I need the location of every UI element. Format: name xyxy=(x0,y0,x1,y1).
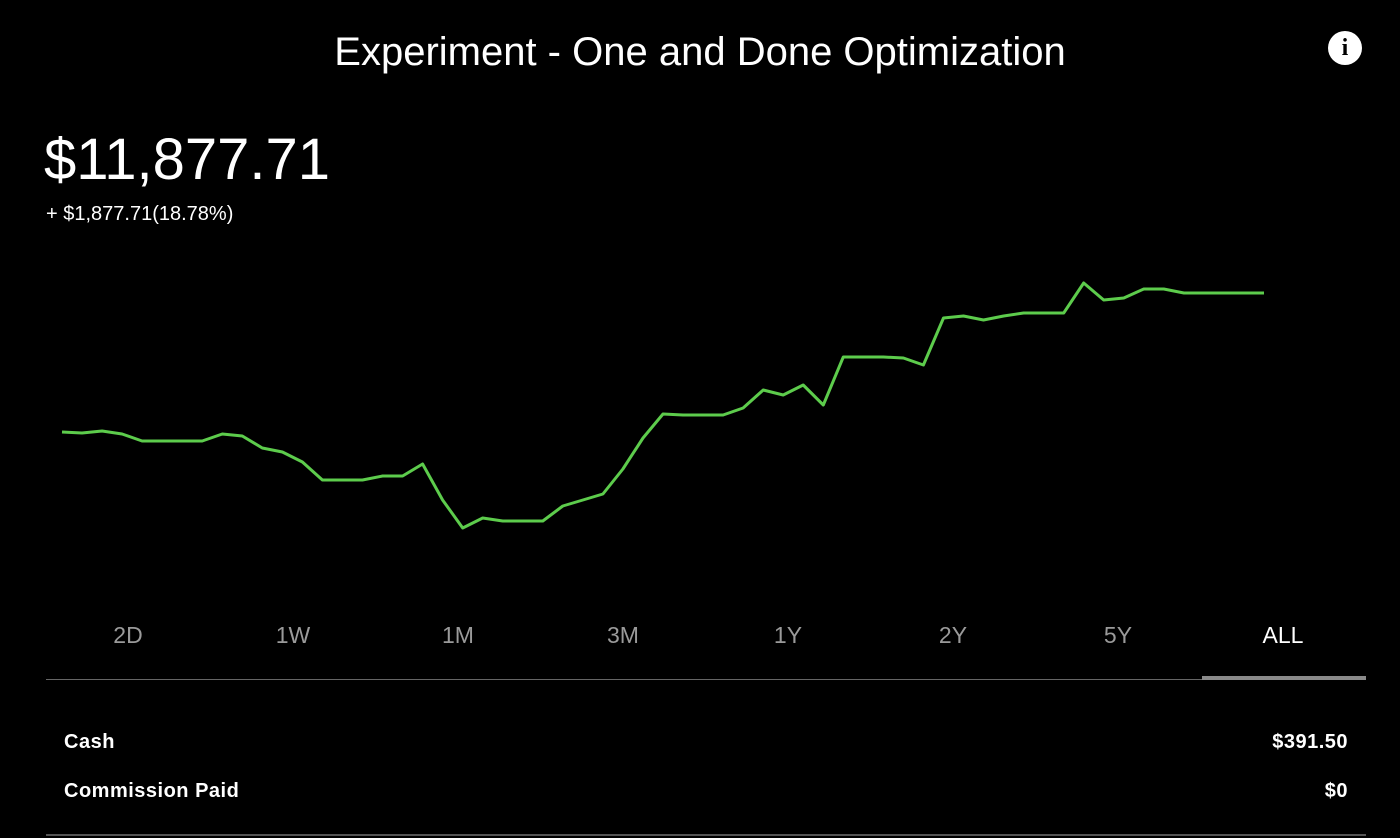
range-tab[interactable]: ALL xyxy=(1262,622,1304,648)
info-button[interactable]: i xyxy=(1328,31,1362,65)
change: + $1,877.71(18.78%) xyxy=(46,203,234,225)
balance: $11,877.71 xyxy=(44,127,330,192)
range-tab[interactable]: 1W xyxy=(275,622,311,648)
selected-indicator xyxy=(1202,676,1366,680)
row-label: Cash xyxy=(64,731,115,753)
bottom-border xyxy=(46,834,1366,836)
range-tabs: 2D 1W 1M 3M 1Y 2Y 5Y ALL xyxy=(0,622,1400,662)
row-value: $391.50 xyxy=(1272,731,1348,753)
row-value: $0 xyxy=(1324,780,1348,802)
range-tab[interactable]: 1Y xyxy=(773,622,803,648)
cash-row: Cash $391.50 xyxy=(64,731,1348,754)
range-tab[interactable]: 3M xyxy=(607,622,639,648)
range-tab[interactable]: 1M xyxy=(442,622,474,648)
title: Experiment - One and Done Optimization xyxy=(334,30,1066,74)
chart xyxy=(61,281,1264,530)
range-tab[interactable]: 2D xyxy=(113,622,143,648)
divider xyxy=(46,679,1366,680)
value-line xyxy=(61,281,1264,530)
row-label: Commission Paid xyxy=(64,780,240,802)
range-tab[interactable]: 2Y xyxy=(938,622,968,648)
commission-row: Commission Paid $0 xyxy=(64,780,1348,803)
range-tab[interactable]: 5Y xyxy=(1103,622,1133,648)
